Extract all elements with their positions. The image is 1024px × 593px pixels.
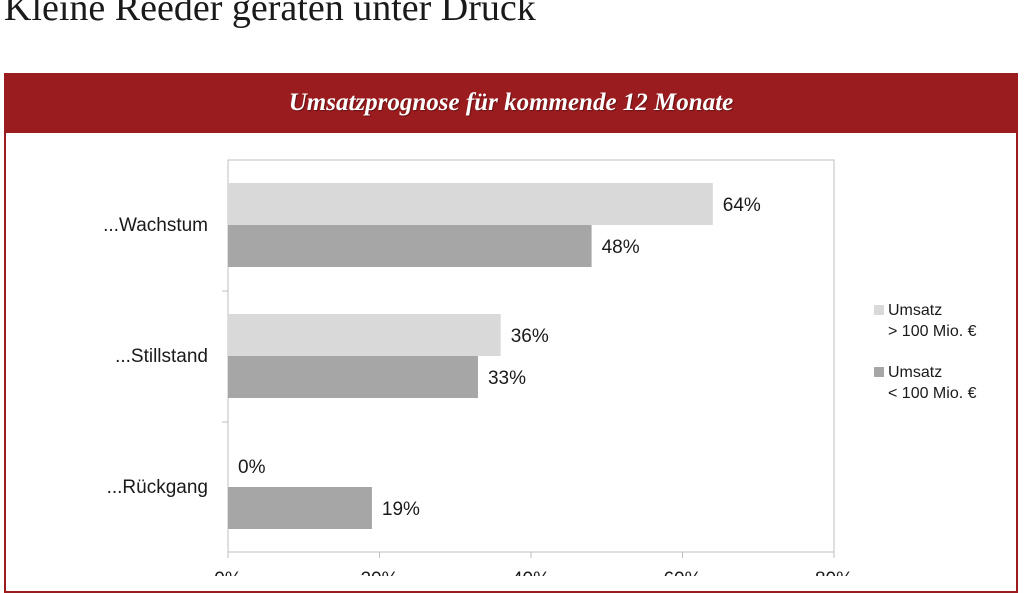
category-label: ...Rückgang <box>107 477 208 498</box>
chart-panel-header: Umsatzprognose für kommende 12 Monate <box>4 73 1018 133</box>
data-label: 48% <box>602 237 640 258</box>
data-label: 36% <box>511 326 549 347</box>
bar-large <box>228 314 501 356</box>
legend-item: Umsatz < 100 Mio. € <box>874 362 977 404</box>
data-label: 0% <box>238 457 266 478</box>
x-tick-label: 60% <box>663 569 701 576</box>
chart-title: Umsatzprognose für kommende 12 Monate <box>288 89 734 116</box>
legend: Umsatz > 100 Mio. € Umsatz < 100 Mio. € <box>874 300 977 424</box>
data-label: 64% <box>723 195 761 216</box>
legend-swatch <box>874 305 884 315</box>
category-label: ...Stillstand <box>115 346 208 367</box>
bar-large <box>228 183 713 225</box>
x-tick-label: 80% <box>815 569 853 576</box>
legend-swatch <box>874 367 884 377</box>
x-tick-label: 20% <box>360 569 398 576</box>
bar-small <box>228 356 478 398</box>
data-label: 33% <box>488 368 526 389</box>
bar-small <box>228 487 372 529</box>
bar-small <box>228 225 592 267</box>
x-tick-label: 0% <box>214 569 242 576</box>
legend-label: Umsatz > 100 Mio. € <box>888 302 977 340</box>
data-label: 19% <box>382 499 420 520</box>
page-title: Kleine Reeder geraten unter Druck <box>4 0 536 29</box>
bar-chart: ...Wachstum 64% 48% ...Stillstand 36% 33% ...R… <box>103 159 853 576</box>
legend-label: Umsatz < 100 Mio. € <box>888 364 977 402</box>
category-label: ...Wachstum <box>103 215 208 236</box>
legend-item: Umsatz > 100 Mio. € <box>874 300 977 342</box>
x-tick-label: 40% <box>512 569 550 576</box>
